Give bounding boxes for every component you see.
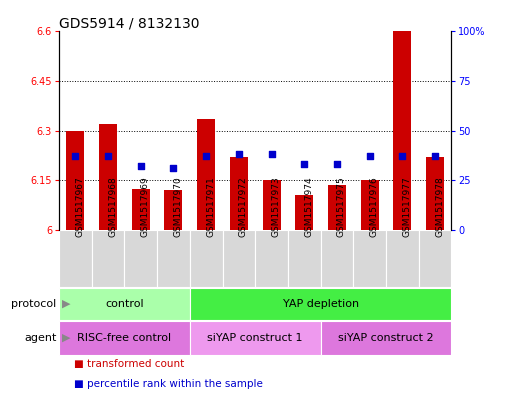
- Bar: [263, 180, 281, 230]
- Text: agent: agent: [24, 333, 56, 343]
- Bar: [426, 157, 444, 230]
- Point: [136, 163, 145, 169]
- Bar: [419, 230, 451, 287]
- Text: GSM1517976: GSM1517976: [370, 176, 379, 237]
- Bar: [59, 321, 190, 355]
- Text: ■ transformed count: ■ transformed count: [74, 360, 185, 369]
- Point: [333, 161, 341, 167]
- Point: [431, 153, 439, 160]
- Bar: [393, 31, 411, 230]
- Bar: [295, 195, 313, 230]
- Bar: [197, 119, 215, 230]
- Bar: [353, 230, 386, 287]
- Text: GSM1517971: GSM1517971: [206, 176, 215, 237]
- Text: ■ percentile rank within the sample: ■ percentile rank within the sample: [74, 379, 263, 389]
- Bar: [190, 321, 321, 355]
- Point: [71, 153, 80, 160]
- Bar: [59, 288, 190, 320]
- Text: GSM1517973: GSM1517973: [271, 176, 281, 237]
- Point: [202, 153, 210, 160]
- Bar: [157, 230, 190, 287]
- Bar: [124, 230, 157, 287]
- Bar: [328, 185, 346, 230]
- Bar: [321, 321, 451, 355]
- Text: siYAP construct 2: siYAP construct 2: [338, 333, 434, 343]
- Text: GSM1517975: GSM1517975: [337, 176, 346, 237]
- Bar: [165, 190, 183, 230]
- Bar: [223, 230, 255, 287]
- Text: protocol: protocol: [11, 299, 56, 309]
- Point: [104, 153, 112, 160]
- Point: [169, 165, 177, 171]
- Bar: [190, 288, 451, 320]
- Bar: [59, 230, 92, 287]
- Bar: [321, 230, 353, 287]
- Text: control: control: [105, 299, 144, 309]
- Text: GDS5914 / 8132130: GDS5914 / 8132130: [59, 16, 200, 30]
- Text: RISC-free control: RISC-free control: [77, 333, 171, 343]
- Point: [235, 151, 243, 158]
- Text: GSM1517972: GSM1517972: [239, 176, 248, 237]
- Text: GSM1517970: GSM1517970: [173, 176, 183, 237]
- Text: GSM1517967: GSM1517967: [75, 176, 84, 237]
- Text: ▶: ▶: [62, 299, 70, 309]
- Bar: [92, 230, 125, 287]
- Text: GSM1517978: GSM1517978: [435, 176, 444, 237]
- Bar: [386, 230, 419, 287]
- Bar: [190, 230, 223, 287]
- Text: YAP depletion: YAP depletion: [283, 299, 359, 309]
- Text: GSM1517974: GSM1517974: [304, 176, 313, 237]
- Text: GSM1517977: GSM1517977: [402, 176, 411, 237]
- Point: [300, 161, 308, 167]
- Point: [398, 153, 406, 160]
- Bar: [99, 124, 117, 230]
- Bar: [66, 130, 84, 230]
- Point: [366, 153, 374, 160]
- Bar: [230, 157, 248, 230]
- Bar: [255, 230, 288, 287]
- Bar: [361, 180, 379, 230]
- Text: ▶: ▶: [62, 333, 70, 343]
- Bar: [132, 189, 150, 230]
- Text: siYAP construct 1: siYAP construct 1: [207, 333, 303, 343]
- Text: GSM1517968: GSM1517968: [108, 176, 117, 237]
- Text: GSM1517969: GSM1517969: [141, 176, 150, 237]
- Point: [267, 151, 275, 158]
- Bar: [288, 230, 321, 287]
